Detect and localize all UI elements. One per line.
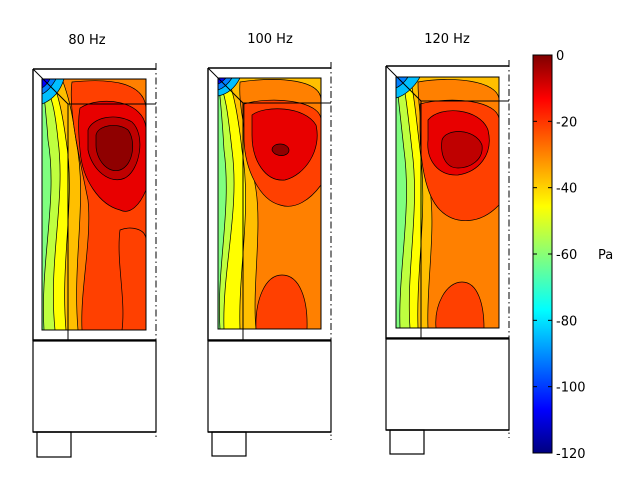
geometry-outline [207, 62, 332, 457]
colorbar-ticks: 0 -20 -40 -60 -80 -100 -120 [533, 49, 586, 462]
pressure-field [42, 79, 146, 330]
panel-120hz: 120 Hz [385, 32, 510, 455]
colorbar-tick-label: 0 [556, 49, 564, 64]
colorbar-tick-label: -120 [556, 447, 586, 462]
panel-title: 80 Hz [68, 33, 105, 48]
geometry-outline [385, 60, 510, 455]
colorbar-tick-label: -100 [556, 381, 586, 396]
panel-100hz: 100 Hz [207, 32, 332, 457]
colorbar: 0 -20 -40 -60 -80 -100 -120 Pa [532, 49, 613, 462]
panel-80hz: 80 Hz [32, 33, 157, 458]
panel-title: 120 Hz [424, 32, 470, 47]
colorbar-tick-label: -40 [556, 182, 577, 197]
panel-title: 100 Hz [247, 32, 293, 47]
colorbar-tick-label: -60 [556, 248, 577, 263]
geometry-outline [32, 63, 157, 458]
pressure-field [218, 78, 321, 329]
pressure-field [396, 77, 499, 328]
colorbar-tick-label: -20 [556, 115, 577, 130]
colorbar-unit-label: Pa [598, 248, 613, 263]
colorbar-tick-label: -80 [556, 314, 577, 329]
